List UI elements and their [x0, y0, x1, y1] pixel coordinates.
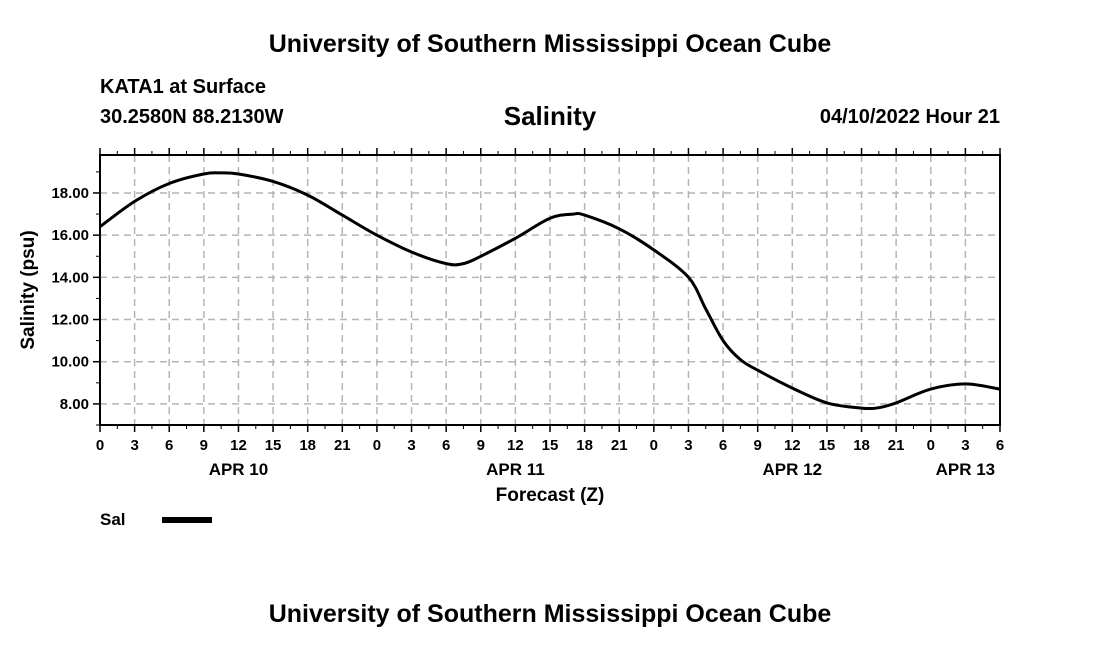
- x-day-label: APR 13: [936, 460, 996, 479]
- x-tick-label: 9: [754, 437, 762, 454]
- x-tick-label: 3: [961, 437, 969, 454]
- legend-label: Sal: [100, 510, 126, 529]
- x-tick-label: 6: [996, 437, 1004, 454]
- y-tick-label: 14.00: [51, 269, 89, 286]
- x-day-label: APR 10: [209, 460, 269, 479]
- y-tick-label: 16.00: [51, 227, 89, 244]
- x-tick-label: 0: [96, 437, 104, 454]
- x-tick-label: 21: [888, 437, 905, 454]
- x-tick-label: 21: [611, 437, 628, 454]
- x-tick-label: 9: [200, 437, 208, 454]
- x-day-label: APR 12: [763, 460, 823, 479]
- x-tick-label: 12: [784, 437, 801, 454]
- x-tick-label: 12: [230, 437, 247, 454]
- x-tick-label: 3: [684, 437, 692, 454]
- y-tick-label: 12.00: [51, 312, 89, 329]
- x-tick-label: 3: [130, 437, 138, 454]
- y-tick-label: 8.00: [60, 396, 89, 413]
- x-tick-label: 0: [373, 437, 381, 454]
- y-axis-title: Salinity (psu): [18, 230, 39, 349]
- bottom-title: University of Southern Mississippi Ocean…: [268, 600, 832, 628]
- x-tick-label: 15: [265, 437, 282, 454]
- x-axis-title: Forecast (Z): [496, 485, 605, 506]
- legend-line-swatch: [162, 517, 212, 523]
- x-tick-label: 6: [165, 437, 173, 454]
- x-tick-label: 15: [542, 437, 559, 454]
- y-tick-label: 10.00: [51, 354, 89, 371]
- series-line-salinity: [99, 171, 1001, 411]
- chart-title: Salinity: [503, 101, 597, 131]
- station-label: KATA1 at Surface: [100, 76, 266, 98]
- x-tick-label: 18: [853, 437, 870, 454]
- x-tick-label: 21: [334, 437, 351, 454]
- forecast-datetime: 04/10/2022 Hour 21: [819, 106, 1000, 128]
- x-tick-label: 3: [407, 437, 415, 454]
- y-tick-label: 18.00: [51, 185, 89, 202]
- x-tick-label: 6: [442, 437, 450, 454]
- x-tick-label: 18: [299, 437, 316, 454]
- x-tick-label: 12: [507, 437, 524, 454]
- station-coordinates: 30.2580N 88.2130W: [100, 106, 284, 128]
- x-tick-label: 9: [477, 437, 485, 454]
- x-tick-label: 6: [719, 437, 727, 454]
- top-title: University of Southern Mississippi Ocean…: [268, 30, 832, 58]
- x-tick-label: 0: [650, 437, 658, 454]
- x-tick-label: 18: [576, 437, 593, 454]
- x-tick-label: 0: [927, 437, 935, 454]
- x-tick-label: 15: [819, 437, 836, 454]
- x-day-label: APR 11: [486, 460, 545, 479]
